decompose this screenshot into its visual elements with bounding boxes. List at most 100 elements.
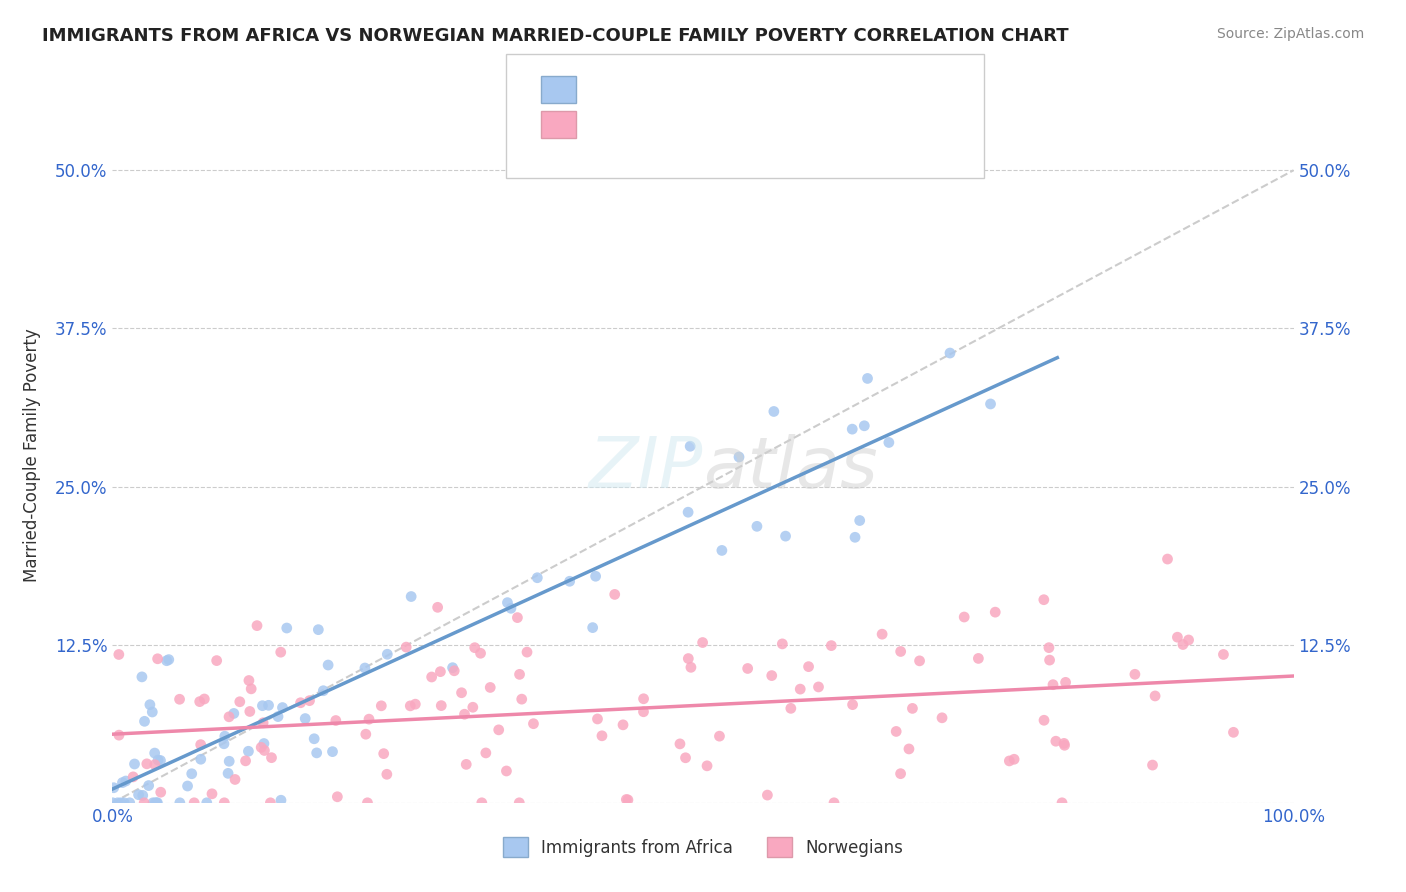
Point xyxy=(101,796,124,810)
Point xyxy=(107,796,129,810)
Point xyxy=(676,505,699,519)
Point xyxy=(1002,752,1025,766)
Point xyxy=(195,796,218,810)
Point xyxy=(998,754,1021,768)
Point xyxy=(190,752,212,766)
Point xyxy=(510,692,533,706)
Point xyxy=(214,796,236,810)
Point xyxy=(679,439,702,453)
Point xyxy=(143,796,166,810)
Point xyxy=(240,681,263,696)
Point xyxy=(820,639,842,653)
Point xyxy=(709,729,731,743)
Point xyxy=(603,587,626,601)
Text: Source: ZipAtlas.com: Source: ZipAtlas.com xyxy=(1216,27,1364,41)
Text: ZIP: ZIP xyxy=(589,434,703,503)
Text: atlas: atlas xyxy=(703,434,877,503)
Point xyxy=(908,654,931,668)
Point xyxy=(464,640,486,655)
Point xyxy=(356,796,378,810)
Point xyxy=(239,705,262,719)
Point xyxy=(188,695,211,709)
Point xyxy=(246,618,269,632)
Point xyxy=(271,700,294,714)
Point xyxy=(1222,725,1244,739)
Point xyxy=(276,621,298,635)
Point xyxy=(312,683,335,698)
Point xyxy=(841,422,863,436)
Point xyxy=(370,698,392,713)
Point xyxy=(931,711,953,725)
Point xyxy=(844,530,866,544)
Point xyxy=(375,647,398,661)
Point xyxy=(614,792,637,806)
Point xyxy=(1123,667,1146,681)
Point xyxy=(762,404,785,418)
Point xyxy=(131,670,153,684)
Point xyxy=(901,701,924,715)
Point xyxy=(143,757,166,772)
Point xyxy=(110,796,132,810)
Text: N =: N = xyxy=(710,112,749,129)
Point xyxy=(669,737,692,751)
Point xyxy=(399,698,422,713)
Point xyxy=(591,729,613,743)
Point xyxy=(124,756,146,771)
Point xyxy=(260,750,283,764)
Point xyxy=(122,770,145,784)
Point xyxy=(1033,713,1056,727)
Point xyxy=(250,740,273,755)
Point xyxy=(1042,678,1064,692)
Point xyxy=(1045,734,1067,748)
Point xyxy=(235,754,257,768)
Point xyxy=(294,712,316,726)
Point xyxy=(321,745,343,759)
Point xyxy=(290,696,312,710)
Text: 0.713: 0.713 xyxy=(626,76,682,94)
Point xyxy=(252,698,274,713)
Point xyxy=(112,796,135,810)
Text: N =: N = xyxy=(710,76,749,94)
Point xyxy=(848,514,870,528)
Point xyxy=(157,652,180,666)
Point xyxy=(193,692,215,706)
Point xyxy=(218,754,240,768)
Point xyxy=(770,637,793,651)
Point xyxy=(582,621,605,635)
Point xyxy=(980,397,1002,411)
Point xyxy=(737,661,759,675)
Point xyxy=(1212,648,1234,662)
Point xyxy=(633,705,655,719)
Point xyxy=(522,716,544,731)
Point xyxy=(775,529,797,543)
Point xyxy=(267,709,290,723)
Point xyxy=(953,610,976,624)
Point xyxy=(516,645,538,659)
Point xyxy=(229,695,252,709)
Point xyxy=(156,654,179,668)
Point xyxy=(890,766,912,780)
Point xyxy=(205,654,228,668)
Point xyxy=(134,796,156,810)
Point xyxy=(508,796,530,810)
Point xyxy=(395,640,418,654)
Point xyxy=(354,727,377,741)
Point xyxy=(224,772,246,787)
Point xyxy=(586,712,609,726)
Point xyxy=(214,729,236,743)
Point xyxy=(1177,632,1199,647)
Point xyxy=(253,737,276,751)
Point xyxy=(495,764,517,778)
Point xyxy=(404,697,426,711)
Point xyxy=(841,698,863,712)
Point xyxy=(218,710,240,724)
Point xyxy=(253,743,276,757)
Point xyxy=(1050,796,1073,810)
Point xyxy=(1171,638,1194,652)
Point xyxy=(984,605,1007,619)
Point xyxy=(108,728,131,742)
Point xyxy=(430,698,453,713)
Point xyxy=(141,705,163,719)
Point xyxy=(884,724,907,739)
Point xyxy=(114,774,136,789)
